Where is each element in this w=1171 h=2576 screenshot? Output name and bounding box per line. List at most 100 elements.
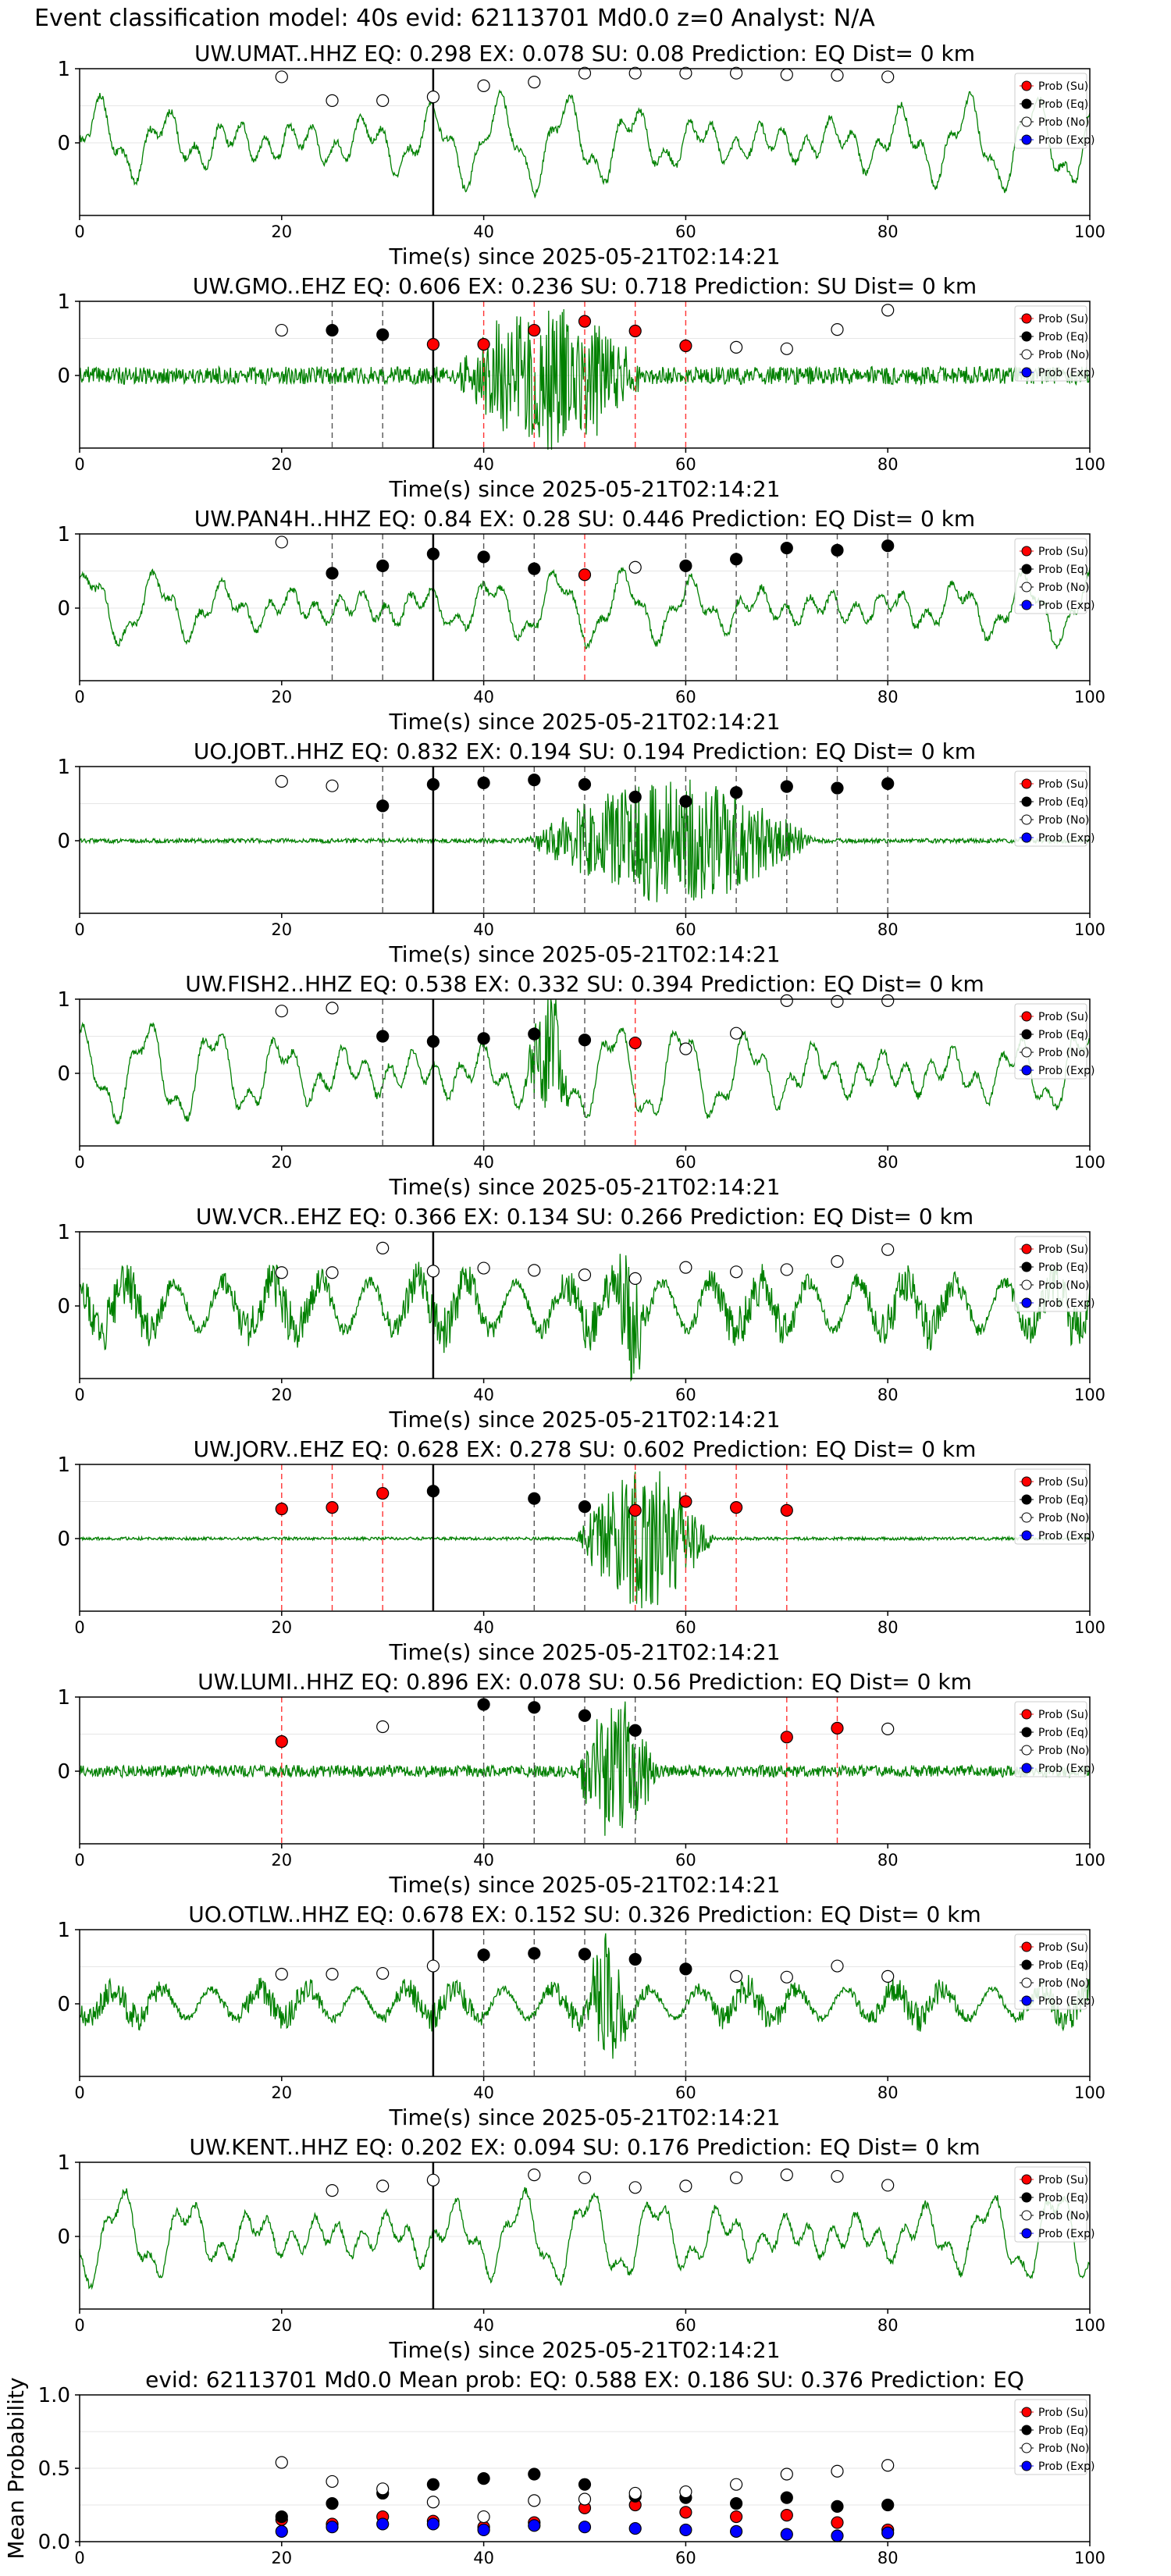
prob-marker (376, 1241, 390, 1255)
prob-marker (831, 1254, 844, 1268)
prob-marker (477, 1032, 490, 1045)
prob-marker (275, 535, 288, 549)
prob-marker (326, 2184, 339, 2197)
prob-marker (628, 790, 642, 804)
prob-marker (628, 66, 642, 80)
prob-marker (679, 2179, 692, 2193)
legend-marker (1021, 2210, 1032, 2221)
y-tick-label: 0 (57, 1760, 70, 1784)
prob-marker (679, 339, 692, 353)
mean-prob-point (528, 2494, 541, 2507)
legend-marker (1021, 1727, 1032, 1738)
prob-marker (275, 1735, 288, 1749)
prob-marker (729, 66, 743, 80)
legend-marker (1021, 1745, 1032, 1756)
x-tick-label: 80 (877, 2083, 899, 2102)
prob-marker (275, 1266, 288, 1279)
prob-marker (679, 1495, 692, 1508)
x-tick-label: 0 (74, 1153, 84, 1172)
legend-box (1014, 1003, 1087, 1080)
mean-prob-point (831, 2529, 844, 2542)
legend-marker (1021, 1977, 1032, 1988)
prob-marker (275, 774, 288, 788)
legend-label: Prob (No) (1038, 2443, 1090, 2455)
legend-label: Prob (No) (1038, 349, 1090, 361)
x-tick-label: 0 (74, 455, 84, 474)
y-tick-label: 1 (57, 523, 70, 546)
mean-prob-point (477, 2472, 490, 2485)
x-tick-label: 60 (675, 2083, 696, 2102)
legend-marker (1021, 1709, 1032, 1720)
legend-marker (1021, 2460, 1032, 2471)
mean-prob-point (780, 2528, 793, 2541)
mean-prob-point (780, 2491, 793, 2504)
legend-marker (1021, 2174, 1032, 2185)
legend-marker (1021, 1029, 1032, 1040)
y-tick-label: 1 (57, 1919, 70, 1942)
legend-marker (1021, 2443, 1032, 2453)
x-tick-label: 20 (271, 1153, 292, 1172)
prob-marker (881, 1243, 895, 1256)
x-tick-label: 100 (1074, 1386, 1105, 1404)
x-tick-label: 20 (271, 688, 292, 706)
panel-title: UO.JOBT..HHZ EQ: 0.832 EX: 0.194 SU: 0.1… (194, 738, 976, 764)
y-tick-label: 0 (57, 1993, 70, 2016)
axes-frame (79, 68, 1091, 216)
prob-marker (780, 1970, 793, 1984)
legend-marker (1021, 1279, 1032, 1290)
mean-prob-point (426, 2496, 440, 2509)
legend-label: Prob (Exp) (1038, 600, 1095, 612)
prob-marker (376, 328, 390, 341)
figure-title: Event classification model: 40s evid: 62… (34, 5, 875, 32)
y-tick-label: 0 (57, 597, 70, 621)
x-tick-label: 0 (74, 1618, 84, 1637)
station-panel: UW.FISH2..HHZ EQ: 0.538 EX: 0.332 SU: 0.… (57, 971, 1105, 1200)
prob-marker (528, 1027, 541, 1041)
x-tick-label: 80 (877, 2549, 899, 2567)
station-panel: UW.PAN4H..HHZ EQ: 0.84 EX: 0.28 SU: 0.44… (57, 506, 1105, 735)
legend-label: Prob (No) (1038, 1977, 1090, 1990)
prob-marker (376, 1966, 390, 1980)
prob-marker (729, 340, 743, 354)
x-axis-label: Time(s) since 2025-05-21T02:14:21 (388, 2105, 780, 2130)
x-tick-label: 40 (473, 455, 494, 474)
axes-frame (79, 1464, 1091, 1612)
legend-label: Prob (Exp) (1038, 1297, 1095, 1310)
prob-marker (426, 1035, 440, 1048)
legend-label: Prob (Eq) (1038, 564, 1088, 576)
legend-marker (1021, 2228, 1032, 2239)
prob-marker (679, 795, 692, 808)
prob-marker (477, 338, 490, 351)
prob-marker (426, 547, 440, 560)
legend-label: Prob (Exp) (1038, 1763, 1095, 1775)
legend-marker (1021, 1261, 1032, 1272)
prob-marker (628, 324, 642, 338)
legend-label: Prob (Su) (1038, 1011, 1088, 1023)
mean-prob-point (831, 2516, 844, 2529)
legend-box (1014, 2399, 1087, 2475)
waveform-trace (79, 1254, 1091, 1382)
x-tick-label: 20 (271, 1386, 292, 1404)
legend-label: Prob (Su) (1038, 1941, 1088, 1954)
prob-marker (578, 1268, 592, 1282)
legend-label: Prob (No) (1038, 1279, 1090, 1292)
axes-frame (79, 1231, 1091, 1379)
x-tick-label: 60 (675, 920, 696, 939)
legend-label: Prob (No) (1038, 2210, 1090, 2222)
legend-marker (1021, 1763, 1032, 1774)
legend-label: Prob (Eq) (1038, 1029, 1088, 1041)
axes-frame (79, 2161, 1091, 2310)
panel-title: UW.VCR..EHZ EQ: 0.366 EX: 0.134 SU: 0.26… (196, 1204, 973, 1229)
axes-frame (79, 301, 1091, 449)
x-tick-label: 40 (473, 688, 494, 706)
legend-marker (1021, 1297, 1032, 1308)
station-panel: UW.LUMI..HHZ EQ: 0.896 EX: 0.078 SU: 0.5… (57, 1669, 1105, 1898)
mean-prob-point (275, 2510, 288, 2524)
mean-prob-point (326, 2521, 339, 2534)
x-tick-label: 100 (1074, 2316, 1105, 2335)
legend-box (1014, 2166, 1087, 2243)
waveform-trace (79, 1701, 1091, 1836)
legend-label: Prob (Exp) (1038, 2228, 1095, 2240)
y-tick-label: 1.0 (38, 2384, 70, 2407)
prob-marker (578, 777, 592, 791)
